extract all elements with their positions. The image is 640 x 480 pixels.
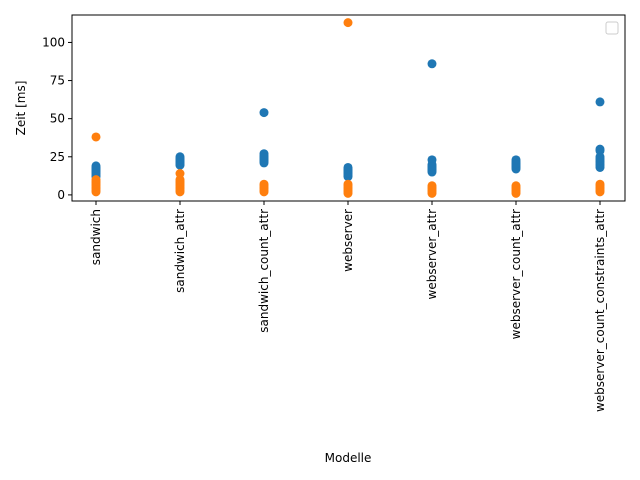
data-point-series-1 bbox=[176, 161, 185, 170]
y-tick-label: 75 bbox=[50, 74, 65, 88]
data-point-series-2 bbox=[344, 180, 353, 189]
data-point-series-1 bbox=[428, 162, 437, 171]
y-tick-label: 100 bbox=[42, 35, 65, 49]
data-point-series-2 bbox=[596, 180, 605, 189]
data-point-series-2 bbox=[512, 181, 521, 190]
legend-box bbox=[606, 22, 618, 34]
y-axis-label: Zeit [ms] bbox=[14, 81, 28, 136]
data-point-series-1 bbox=[260, 153, 269, 162]
y-tick-label: 25 bbox=[50, 150, 65, 164]
y-axis: 0 25 50 75 100 bbox=[42, 35, 72, 201]
x-tick-label: sandwich_attr bbox=[173, 209, 187, 293]
data-point-series-1 bbox=[344, 165, 353, 174]
data-point-series-2 bbox=[92, 175, 101, 184]
data-point-series-1 bbox=[260, 108, 269, 117]
y-tick-label: 50 bbox=[50, 112, 65, 126]
data-point-series-2 bbox=[344, 18, 353, 27]
x-axis: sandwich sandwich_attr sandwich_count_attr… bbox=[89, 201, 607, 412]
data-point-series-1 bbox=[92, 164, 101, 173]
x-tick-label: sandwich_count_attr bbox=[257, 209, 271, 333]
data-point-series-1 bbox=[596, 145, 605, 154]
x-tick-label: sandwich bbox=[89, 209, 103, 265]
data-point-series-2 bbox=[260, 180, 269, 189]
x-tick-label: webserver_count_constraints_attr bbox=[593, 209, 607, 412]
x-tick-label: webserver bbox=[341, 209, 355, 272]
data-point-series-1 bbox=[428, 59, 437, 68]
x-tick-label: webserver_attr bbox=[425, 209, 439, 300]
data-point-series-2 bbox=[176, 169, 185, 178]
x-tick-label: webserver_count_attr bbox=[509, 209, 523, 339]
x-axis-label: Modelle bbox=[325, 451, 372, 465]
data-point-series-1 bbox=[596, 97, 605, 106]
data-point-series-2 bbox=[428, 181, 437, 190]
data-point-series-1 bbox=[512, 159, 521, 168]
data-point-series-2 bbox=[92, 132, 101, 141]
y-tick-label: 0 bbox=[57, 188, 65, 202]
points-layer bbox=[92, 18, 605, 198]
